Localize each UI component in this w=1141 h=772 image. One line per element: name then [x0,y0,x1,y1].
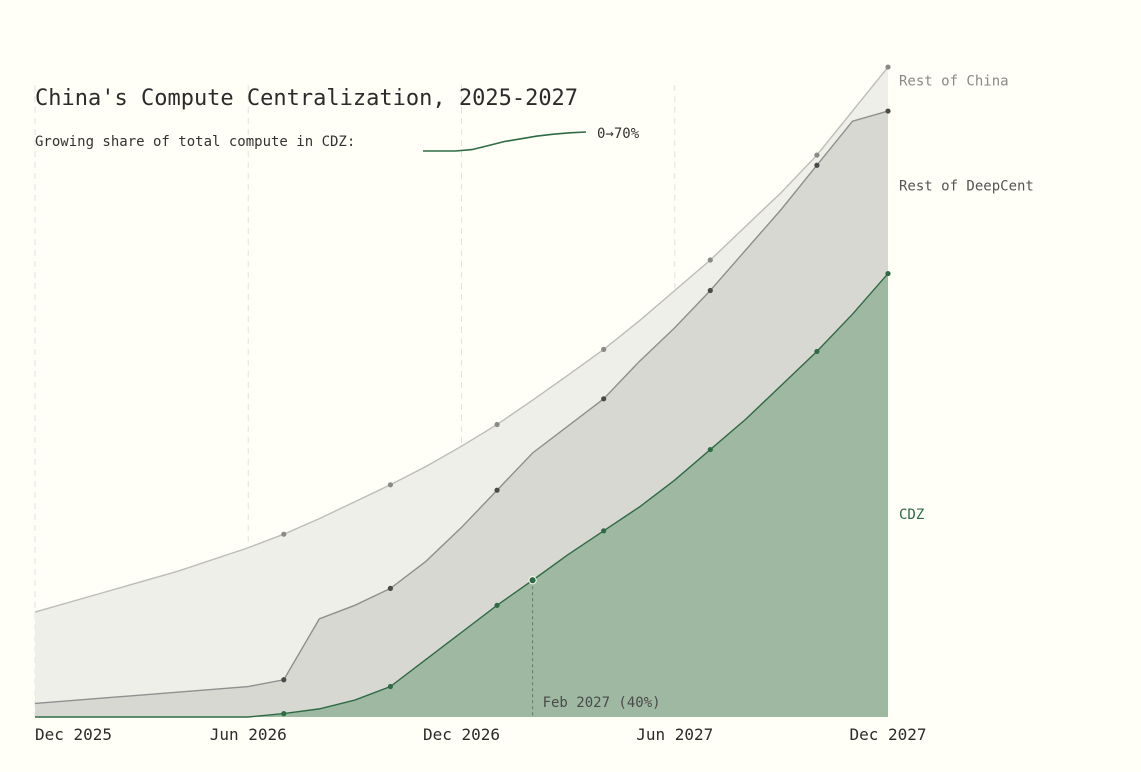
marker [601,346,607,352]
x-tick-label: Dec 2025 [35,725,112,744]
share-sparkline [423,131,587,152]
series-labels: CDZ Rest of DeepCent Rest of China [899,74,1034,523]
annotation: Feb 2027 (40%) [532,580,661,717]
marker [494,421,500,428]
series-lines [34,66,889,718]
x-tick-label: Jun 2027 [636,725,713,744]
marker [494,487,500,493]
series-label-cdz: CDZ [899,507,924,523]
stacked-areas [35,67,888,717]
marker [281,531,287,537]
marker [707,287,713,294]
marker [814,152,820,158]
marker [814,162,820,168]
marker [601,528,607,534]
marker [814,348,820,355]
chart-subtitle: Growing share of total compute in CDZ: [35,134,355,150]
area-cdz [35,273,888,717]
marker [601,396,607,402]
marker [387,482,394,488]
marker [281,711,287,717]
annotation-label: Feb 2027 (40%) [543,695,661,711]
marker [885,64,891,70]
marker [494,602,500,608]
marker [281,677,287,683]
chart-title: China's Compute Centralization, 2025-202… [35,86,578,111]
marker [387,585,394,591]
series-label-rest-of-china: Rest of China [899,74,1009,90]
marker [707,446,713,453]
series-label-rest-of-deepcent: Rest of DeepCent [899,179,1034,195]
header: China's Compute Centralization, 2025-202… [35,86,640,152]
x-tick-label: Dec 2027 [849,725,926,744]
sparkline-label: 0→70% [597,126,640,142]
line-cdz [35,273,889,718]
marker [885,270,891,277]
marker [528,576,537,585]
x-axis-ticks: Dec 2025 Jun 2026 Dec 2026 Jun 2027 Dec 2027 [35,725,927,744]
line-rest-of-deepcent [34,110,889,705]
marker [387,683,394,690]
line-rest-of-china [34,66,889,613]
marker [707,257,713,263]
x-tick-label: Dec 2026 [423,725,500,744]
x-tick-label: Jun 2026 [210,725,287,744]
marker [885,108,891,114]
series-markers [281,64,891,717]
